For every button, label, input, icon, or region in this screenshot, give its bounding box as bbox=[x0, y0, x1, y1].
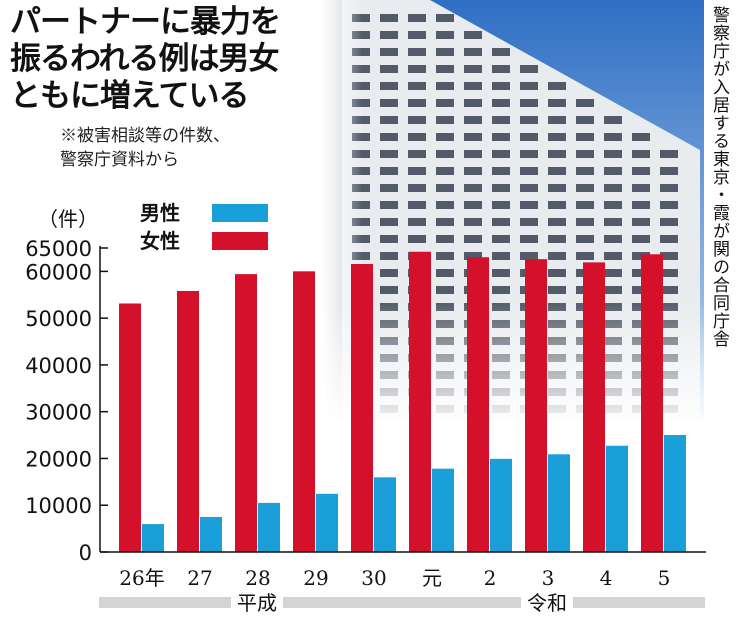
bar-female-1 bbox=[177, 290, 199, 552]
bar-male-1 bbox=[200, 516, 222, 552]
photo-fade bbox=[322, 300, 704, 430]
bar-female-2 bbox=[235, 274, 257, 552]
bar-female-5 bbox=[409, 251, 431, 552]
bar-male-6 bbox=[490, 458, 512, 552]
x-tick-label: 3 bbox=[542, 566, 555, 590]
era-band-left bbox=[99, 597, 231, 608]
bar-male-2 bbox=[258, 502, 280, 552]
headline-line-3: ともに増えている bbox=[10, 78, 249, 114]
bar-female-0 bbox=[119, 303, 141, 552]
x-tick-label: 29 bbox=[303, 566, 328, 590]
source-note-line-1: ※被害相談等の件数、 bbox=[60, 126, 230, 146]
y-tick-label: 30000 bbox=[25, 401, 92, 425]
bar-male-3 bbox=[316, 493, 338, 552]
headline-line-2: 振るわれる例は男女 bbox=[10, 41, 279, 77]
y-tick-label: 40000 bbox=[25, 354, 92, 378]
y-tick-label: 20000 bbox=[25, 447, 92, 471]
y-tick-label: 10000 bbox=[25, 494, 92, 518]
x-tick-label: 元 bbox=[422, 566, 442, 590]
bar-male-9 bbox=[664, 435, 686, 552]
bar-male-4 bbox=[374, 477, 396, 552]
legend-label: 男性 bbox=[140, 201, 180, 225]
bar-male-5 bbox=[432, 468, 454, 552]
y-tick-label: 60000 bbox=[25, 260, 92, 284]
bar-male-8 bbox=[606, 445, 628, 552]
era-band-right bbox=[283, 597, 415, 608]
legend-swatch bbox=[212, 232, 268, 250]
era-band-right bbox=[573, 597, 705, 608]
y-axis-unit: （件） bbox=[38, 207, 98, 231]
bar-female-8 bbox=[583, 262, 605, 552]
bar-female-3 bbox=[293, 271, 315, 552]
bar-female-4 bbox=[351, 264, 373, 552]
bar-male-0 bbox=[142, 524, 164, 552]
bar-female-9 bbox=[641, 254, 663, 553]
building-photo bbox=[322, 0, 704, 430]
x-tick-label: 28 bbox=[245, 566, 270, 590]
y-tick-label: 50000 bbox=[25, 307, 92, 331]
era-label: 令和 bbox=[527, 591, 567, 615]
x-tick-label: 30 bbox=[361, 566, 386, 590]
legend-swatch bbox=[212, 204, 268, 222]
x-tick-label: 2 bbox=[484, 566, 497, 590]
era-label: 平成 bbox=[237, 591, 277, 615]
x-tick-label: 5 bbox=[658, 566, 671, 590]
x-tick-label: 26年 bbox=[119, 566, 164, 590]
source-note-line-2: 警察庁資料から bbox=[60, 150, 179, 170]
bar-female-7 bbox=[525, 259, 547, 552]
headline: パートナーに暴力を 振るわれる例は男女 ともに増えている bbox=[10, 4, 281, 115]
x-tick-label: 27 bbox=[187, 566, 212, 590]
era-band-left bbox=[389, 597, 521, 608]
headline-line-1: パートナーに暴力を bbox=[10, 4, 281, 40]
x-tick-label: 4 bbox=[600, 566, 613, 590]
legend-label: 女性 bbox=[140, 229, 180, 253]
photo-caption: 警察庁が入居する東京・霞が関の合同庁舎 bbox=[709, 6, 729, 348]
source-note: ※被害相談等の件数、 警察庁資料から bbox=[60, 124, 230, 172]
bar-male-7 bbox=[548, 454, 570, 552]
bar-female-6 bbox=[467, 257, 489, 552]
y-tick-label: 65000 bbox=[25, 237, 92, 261]
y-tick-label: 0 bbox=[79, 541, 92, 565]
